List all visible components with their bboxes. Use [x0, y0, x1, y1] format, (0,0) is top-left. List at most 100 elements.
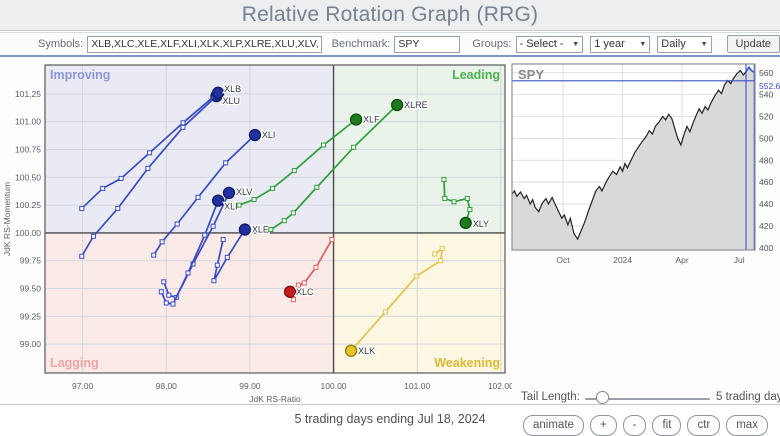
tail-marker — [163, 300, 169, 306]
symbol-label-XLU: XLU — [222, 96, 240, 106]
head-marker-XLI[interactable] — [248, 128, 262, 142]
x-tick-label: 100.00 — [321, 381, 347, 391]
head-marker-XLK[interactable] — [344, 344, 358, 357]
tail-marker — [439, 245, 445, 251]
month-tick-label: Apr — [675, 255, 688, 265]
tail-marker — [413, 273, 419, 279]
tail-length-slider-track[interactable] — [585, 398, 710, 400]
animate-button[interactable]: animate — [523, 415, 584, 436]
price-tick-label: 440 — [759, 199, 773, 209]
head-marker-XLRE[interactable] — [390, 98, 404, 112]
tail-marker — [290, 210, 296, 216]
last-price-label: 552.66 — [759, 81, 780, 91]
chevron-down-icon: ▼ — [700, 40, 708, 48]
tail-marker — [314, 184, 320, 190]
period-select[interactable]: 1 year ▼ — [590, 35, 651, 53]
frequency-select[interactable]: Daily ▼ — [657, 35, 712, 53]
tail-marker — [118, 175, 124, 181]
benchmark-input[interactable] — [394, 35, 461, 53]
tail-marker — [170, 301, 176, 307]
footer-caption: 5 trading days ending Jul 18, 2024 — [294, 412, 486, 426]
rrg-chart[interactable]: Improving Leading Lagging Weakening 97.00 98.… — [0, 60, 512, 405]
tail-marker — [174, 221, 180, 227]
benchmark-chart[interactable]: SPY 560 540 520 500 480 460 440 420 400 552.66 Oct 2… — [510, 60, 780, 268]
rrg-series-XLY: XLY — [441, 177, 490, 230]
month-tick-label: Jul — [734, 255, 745, 265]
tail-marker — [442, 195, 448, 201]
head-marker-XLF[interactable] — [349, 113, 363, 126]
tail-marker — [151, 252, 157, 258]
x-tick-label: 98.00 — [156, 381, 178, 391]
tail-marker — [432, 251, 438, 257]
tail-marker — [180, 120, 186, 126]
price-tick-label: 540 — [759, 90, 773, 100]
head-marker-XLB[interactable] — [211, 86, 225, 99]
y-axis-title: JdK RS-Momentum — [2, 182, 12, 256]
price-tick-label: 400 — [759, 243, 773, 253]
x-tick-label: 101.00 — [404, 381, 430, 391]
tail-marker — [210, 223, 216, 229]
price-tick-label: 420 — [759, 221, 773, 231]
tail-marker — [100, 185, 106, 191]
symbol-label-XLI: XLI — [262, 130, 276, 140]
tail-marker — [220, 237, 226, 243]
update-button[interactable]: Update — [726, 35, 780, 53]
rrg-series-XLE: XLE — [211, 223, 270, 284]
price-tick-label: 500 — [759, 133, 773, 143]
head-marker-XLE[interactable] — [238, 223, 252, 236]
y-tick-label: 99.00 — [20, 339, 42, 349]
tail-marker — [180, 124, 186, 130]
quadrant-label: Leading — [452, 68, 500, 82]
tail-length-label: Tail Length: — [521, 391, 580, 403]
page-title: Relative Rotation Graph (RRG) — [241, 3, 539, 26]
rrg-series-XLF: XLF — [236, 113, 381, 208]
tail-length-slider-handle[interactable] — [596, 391, 609, 404]
tail-marker — [438, 258, 444, 264]
tail-marker — [351, 144, 357, 150]
tail-length-control: Tail Length: 5 trading days — [510, 389, 780, 407]
groups-select[interactable]: - Select - ▼ — [515, 35, 584, 53]
price-area — [512, 67, 755, 250]
y-tick-label: 100.75 — [15, 145, 41, 155]
quadrant-label: Weakening — [434, 356, 500, 370]
tail-marker — [268, 227, 274, 233]
tail-marker — [295, 282, 301, 288]
head-marker-XLV[interactable] — [222, 186, 236, 200]
head-marker-XLC[interactable] — [283, 285, 297, 298]
tail-marker — [382, 309, 388, 315]
quadrant-lagging — [45, 232, 334, 373]
quadrant-weakening — [333, 232, 505, 373]
tail-marker — [321, 142, 327, 148]
tail-marker — [115, 205, 121, 211]
maximize-button[interactable]: max — [726, 415, 768, 436]
head-marker-XLP[interactable] — [211, 194, 225, 207]
price-tick-label: 560 — [759, 68, 773, 78]
tail-marker — [223, 160, 229, 166]
tail-marker — [290, 297, 296, 303]
tail-length-value: 5 trading days — [716, 391, 780, 403]
tail-marker — [91, 233, 97, 239]
symbol-label-XLF: XLF — [363, 114, 380, 124]
tail-marker — [202, 232, 208, 238]
benchmark-label: Benchmark: — [331, 38, 391, 50]
symbol-label-XLRE: XLRE — [404, 100, 428, 110]
x-tick-label: 102.00 — [488, 381, 512, 391]
benchmark-title: SPY — [518, 67, 544, 82]
rrg-series-XLC: XLC — [283, 237, 335, 303]
symbol-label-XLV: XLV — [236, 187, 252, 197]
x-tick-label: 97.00 — [72, 381, 94, 391]
month-tick-label: 2024 — [613, 255, 632, 265]
content-area: Improving Leading Lagging Weakening 97.00 98.… — [0, 59, 780, 436]
tail-marker — [166, 292, 172, 298]
tail-marker — [313, 264, 319, 270]
tail-marker — [329, 237, 335, 243]
symbols-input[interactable] — [87, 35, 322, 53]
tail-marker — [158, 289, 164, 295]
quadrant-label: Lagging — [50, 356, 99, 370]
tail-marker — [441, 177, 447, 183]
rrg-series-XLK: XLK — [344, 245, 445, 357]
quadrant-leading — [333, 65, 505, 233]
tail-marker — [467, 207, 473, 213]
head-marker-XLY[interactable] — [459, 216, 472, 230]
